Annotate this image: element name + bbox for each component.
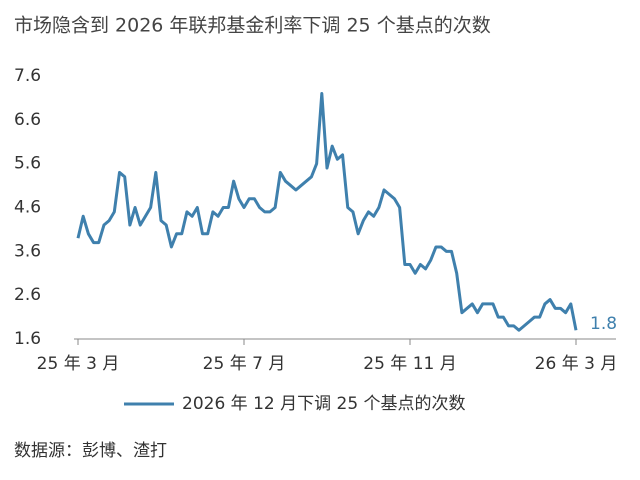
y-tick-label: 4.6 [14,198,41,218]
y-tick-label: 3.6 [14,241,41,261]
y-tick-label: 1.6 [14,329,41,349]
source-note: 数据源：彭博、渣打 [14,441,167,461]
y-tick-label: 7.6 [14,66,41,86]
y-tick-label: 6.6 [14,110,41,130]
data-line [76,92,578,332]
x-tick-label: 25 年 7 月 [203,354,286,374]
chart-title: 市场隐含到 2026 年联邦基金利率下调 25 个基点的次数 [14,15,491,37]
legend-label: 2026 年 12 月下调 25 个基点的次数 [182,394,466,414]
x-tick-label: 26 年 3 月 [535,354,618,374]
end-value-label: 1.8 [590,314,617,334]
y-tick-label: 2.6 [14,285,41,305]
y-tick-label: 5.6 [14,154,41,174]
x-tick-label: 25 年 3 月 [37,354,120,374]
x-tick-label: 25 年 11 月 [363,354,456,374]
